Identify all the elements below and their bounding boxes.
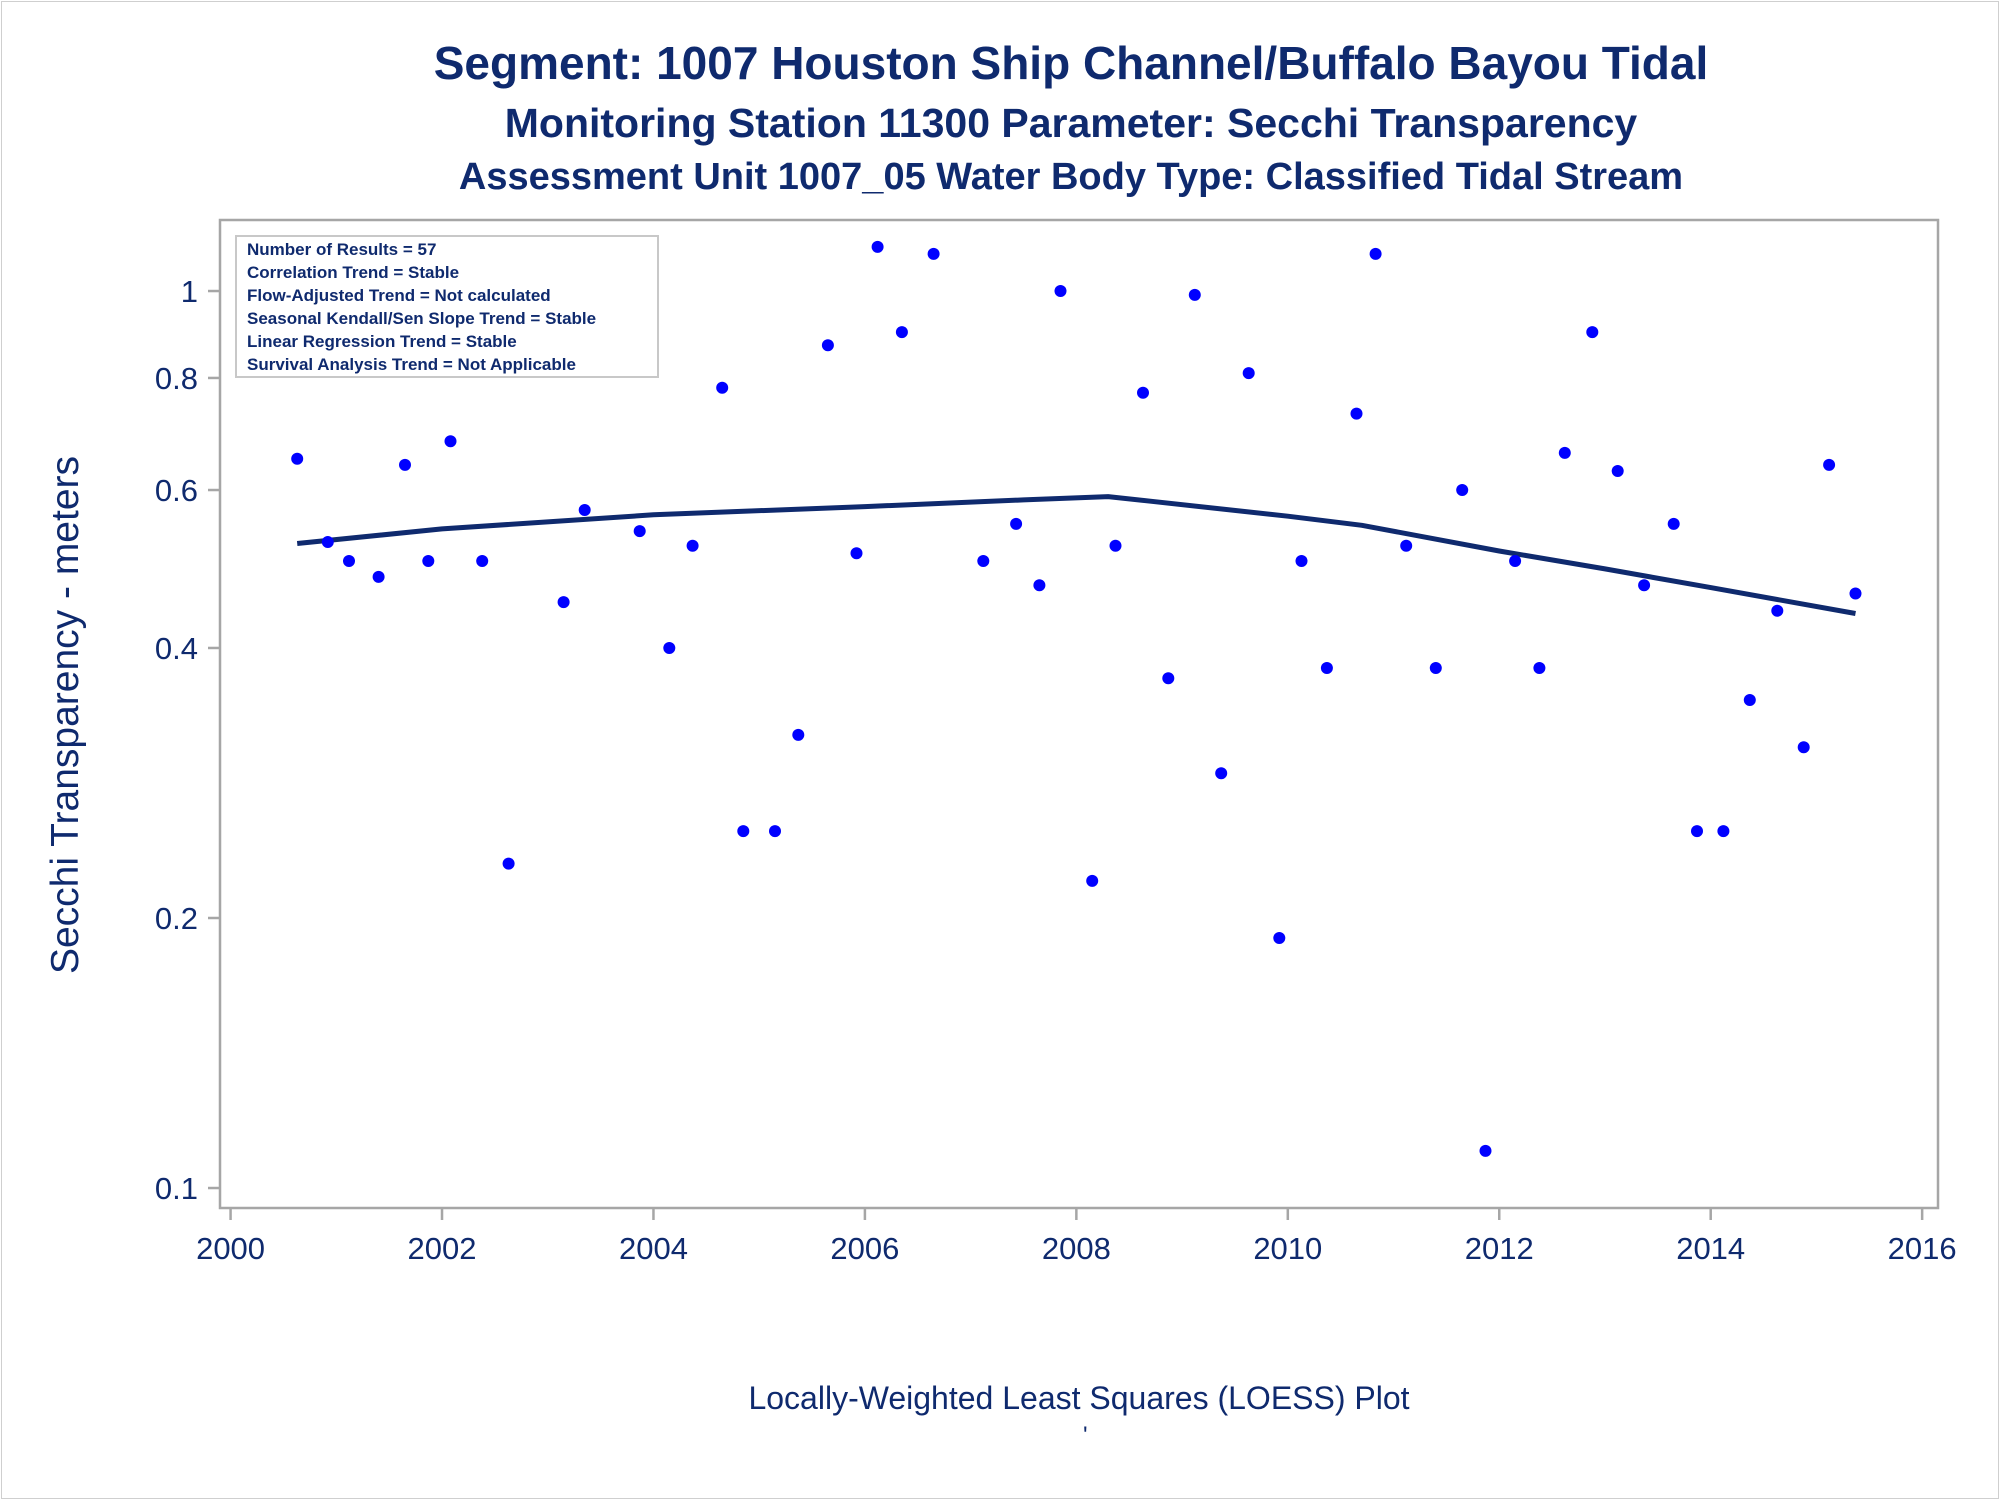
y-tick-label: 0.4 <box>155 631 198 666</box>
data-point <box>1086 874 1099 887</box>
chart-subtitle: Monitoring Station 11300 Parameter: Secc… <box>504 100 1638 146</box>
data-point <box>1320 662 1333 674</box>
data-point <box>633 525 646 538</box>
data-point <box>977 555 990 567</box>
data-point <box>444 435 457 448</box>
y-tick-label: 0.6 <box>155 473 198 508</box>
data-point <box>1823 458 1836 471</box>
data-point <box>399 458 411 471</box>
x-tick-label: 2014 <box>1676 1231 1745 1266</box>
info-box: Number of Results = 57 Correlation Trend… <box>235 235 659 378</box>
data-point <box>1638 579 1651 592</box>
data-point <box>1797 741 1810 754</box>
data-point <box>1429 662 1442 674</box>
data-point <box>1717 825 1730 838</box>
data-point <box>1667 517 1680 530</box>
data-point <box>1109 539 1122 552</box>
data-point <box>1558 446 1571 459</box>
y-tick-label: 0.8 <box>155 361 198 396</box>
x-tick-label: 2016 <box>1888 1231 1957 1266</box>
x-tick-label: 2006 <box>830 1231 899 1266</box>
data-point <box>927 247 940 260</box>
y-tick-label: 0.2 <box>155 901 198 936</box>
data-point <box>422 555 435 567</box>
data-point <box>1010 517 1023 530</box>
data-point <box>686 539 699 552</box>
footnote-mark: ' <box>1083 1422 1088 1449</box>
info-line-flow-adjusted: Flow-Adjusted Trend = Not calculated <box>247 286 551 305</box>
data-point <box>372 570 385 583</box>
data-point <box>1479 1144 1492 1157</box>
info-box-border <box>235 235 659 378</box>
data-point <box>716 381 729 394</box>
info-line-survival: Survival Analysis Trend = Not Applicable <box>247 355 576 374</box>
data-point <box>476 555 489 567</box>
info-line-linear-regression: Linear Regression Trend = Stable <box>247 332 517 351</box>
data-point <box>1033 579 1046 592</box>
data-point <box>1849 587 1862 600</box>
x-axis: 2000 2002 2004 2006 2008 2010 2012 2014 2016 <box>196 1208 1957 1266</box>
y-axis: 0.1 0.2 0.4 0.6 0.8 1 <box>155 274 220 1206</box>
data-point <box>1533 662 1546 674</box>
y-tick-label: 1 <box>181 274 198 309</box>
data-point <box>1215 767 1228 780</box>
data-point <box>1586 326 1599 339</box>
info-line-results: Number of Results = 57 <box>247 240 436 259</box>
data-point <box>1054 285 1067 297</box>
data-point <box>1295 555 1308 567</box>
footnote: Locally-Weighted Least Squares (LOESS) P… <box>748 1380 1410 1416</box>
data-point <box>343 555 355 567</box>
data-point <box>663 642 676 654</box>
chart-title: Segment: 1007 Houston Ship Channel/Buffa… <box>433 37 1709 89</box>
plot-area <box>218 218 1940 1210</box>
x-tick-label: 2002 <box>408 1231 477 1266</box>
data-point <box>737 825 750 838</box>
data-point <box>792 728 805 741</box>
data-point <box>557 596 570 609</box>
data-point <box>1350 407 1363 420</box>
x-tick-label: 2012 <box>1465 1231 1534 1266</box>
x-tick-label: 2004 <box>619 1231 688 1266</box>
info-line-seasonal-kendall: Seasonal Kendall/Sen Slope Trend = Stabl… <box>247 309 596 328</box>
chart-subtitle-2: Assessment Unit 1007_05 Water Body Type:… <box>458 156 1684 198</box>
data-point <box>321 536 334 548</box>
data-points <box>291 240 1862 1157</box>
data-point <box>1242 367 1255 380</box>
data-point <box>895 326 908 339</box>
info-line-correlation: Correlation Trend = Stable <box>247 263 459 282</box>
data-point <box>1137 386 1149 399</box>
data-point <box>871 240 884 253</box>
data-point <box>1400 539 1413 552</box>
data-point <box>1456 484 1469 496</box>
data-point <box>1188 288 1201 301</box>
data-point <box>1691 825 1703 838</box>
data-point <box>821 339 834 352</box>
data-point <box>1273 932 1286 944</box>
data-point <box>1162 672 1175 685</box>
data-point <box>1509 555 1522 567</box>
data-point <box>850 547 863 560</box>
y-axis-label: Secchi Transparency - meters <box>44 456 87 974</box>
data-point <box>1611 465 1624 477</box>
data-point <box>769 825 781 838</box>
data-point <box>578 504 591 516</box>
data-point <box>291 452 304 465</box>
x-tick-label: 2000 <box>196 1231 265 1266</box>
y-tick-label: 0.1 <box>155 1171 198 1206</box>
loess-curve <box>296 494 1856 616</box>
data-point <box>1369 247 1382 260</box>
x-tick-label: 2008 <box>1042 1231 1111 1266</box>
data-point <box>1743 694 1756 706</box>
x-tick-label: 2010 <box>1253 1231 1322 1266</box>
data-point <box>502 857 515 870</box>
data-point <box>1771 604 1784 617</box>
